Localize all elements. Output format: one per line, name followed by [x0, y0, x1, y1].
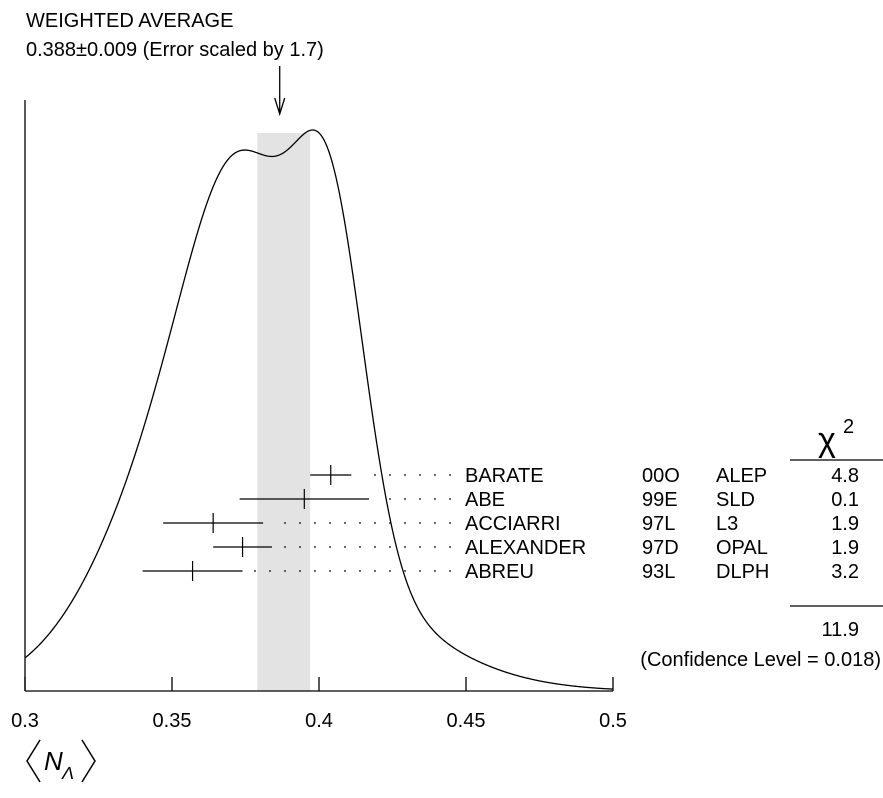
- x-tick-label: 0.4: [305, 710, 333, 732]
- leader-dot: [299, 570, 301, 572]
- leader-dot: [449, 546, 451, 548]
- leader-dot: [314, 546, 316, 548]
- x-axis-label-subscript: Λ: [61, 763, 74, 783]
- measurement-experiment: OPAL: [716, 537, 768, 559]
- measurement-chi2: 4.8: [831, 465, 859, 487]
- measurement-chi2: 0.1: [831, 489, 859, 511]
- leader-dot: [389, 498, 391, 500]
- x-axis-label-right-bracket: [81, 739, 96, 783]
- leader-dot: [449, 498, 451, 500]
- leader-dot: [329, 546, 331, 548]
- x-tick-label: 0.35: [153, 710, 192, 732]
- leader-dot: [329, 570, 331, 572]
- measurement-experiment: SLD: [716, 489, 755, 511]
- measurement-year: 93L: [642, 561, 675, 583]
- leader-dot: [254, 570, 256, 572]
- ideogram-curve: [24, 129, 614, 690]
- leader-dot: [314, 522, 316, 524]
- chi2-total: 11.9: [822, 619, 859, 641]
- leader-dot: [359, 570, 361, 572]
- x-axis-label: N Λ: [26, 739, 96, 783]
- chart-title: WEIGHTED AVERAGE: [26, 10, 233, 32]
- measurement-chi2: 3.2: [831, 561, 859, 583]
- leader-dot: [344, 546, 346, 548]
- x-tick-label: 0.3: [11, 710, 39, 732]
- arrow-head: [274, 97, 286, 117]
- measurement-chi2: 1.9: [831, 513, 859, 535]
- x-tick-label: 0.5: [599, 710, 627, 732]
- measurement-experiment: DLPH: [716, 561, 769, 583]
- leader-dot: [389, 522, 391, 524]
- chi2-exponent: 2: [843, 416, 854, 438]
- leader-dot: [329, 522, 331, 524]
- measurement-chi2: 1.9: [831, 537, 859, 559]
- weighted-average-band-rect: [257, 133, 311, 691]
- leader-dot: [434, 498, 436, 500]
- leader-dot: [434, 522, 436, 524]
- leader-dot: [404, 498, 406, 500]
- leader-dot: [449, 522, 451, 524]
- leader-dot: [434, 474, 436, 476]
- chi2-symbol: χ: [818, 421, 836, 459]
- measurement-rows: BARATE 00O ALEP 4.8 ABE 99E SLD 0.1 ACCIARRI 97L L…: [142, 465, 859, 583]
- weighted-average-band: [257, 133, 311, 691]
- measurement-author: ABREU: [465, 561, 534, 583]
- leader-dot: [359, 522, 361, 524]
- leader-dot: [434, 546, 436, 548]
- leader-dot: [419, 546, 421, 548]
- leader-dot: [344, 522, 346, 524]
- measurement-year: 97D: [642, 537, 679, 559]
- leader-dot: [374, 474, 376, 476]
- measurement-year: 99E: [642, 489, 678, 511]
- measurement-year: 97L: [642, 513, 675, 535]
- x-axis-ticks: 0.3 0.35 0.4 0.45 0.5: [11, 677, 627, 732]
- leader-dot: [314, 570, 316, 572]
- ideogram-curve-path: [24, 129, 614, 690]
- confidence-level: (Confidence Level = 0.018): [640, 649, 881, 671]
- leader-dot: [374, 570, 376, 572]
- leader-dot: [389, 546, 391, 548]
- leader-dot: [359, 546, 361, 548]
- leader-dot: [434, 570, 436, 572]
- x-axis-label-main: N: [44, 746, 63, 776]
- x-axis-label-left-bracket: [26, 739, 41, 783]
- leader-dot: [419, 474, 421, 476]
- measurement-author: ABE: [465, 489, 505, 511]
- leader-dot: [404, 546, 406, 548]
- weighted-average-arrow: [274, 66, 286, 117]
- leader-dot: [344, 570, 346, 572]
- leader-dot: [284, 546, 286, 548]
- measurement-author: ALEXANDER: [465, 537, 586, 559]
- leader-dot: [284, 570, 286, 572]
- leader-dot: [374, 522, 376, 524]
- leader-dot: [284, 522, 286, 524]
- measurement-experiment: L3: [716, 513, 738, 535]
- measurement-author: ACCIARRI: [465, 513, 561, 535]
- x-tick-label: 0.45: [447, 710, 486, 732]
- leader-dot: [269, 570, 271, 572]
- leader-dot: [374, 546, 376, 548]
- leader-dot: [389, 474, 391, 476]
- leader-dot: [404, 570, 406, 572]
- leader-dot: [389, 570, 391, 572]
- axes: [24, 100, 613, 692]
- measurement-author: BARATE: [465, 465, 544, 487]
- leader-dot: [404, 522, 406, 524]
- measurement-year: 00O: [642, 465, 680, 487]
- leader-dot: [449, 474, 451, 476]
- leader-dot: [449, 570, 451, 572]
- leader-dot: [419, 522, 421, 524]
- leader-dot: [299, 522, 301, 524]
- leader-dot: [299, 546, 301, 548]
- chart-subtitle: 0.388±0.009 (Error scaled by 1.7): [26, 39, 324, 61]
- measurement-experiment: ALEP: [716, 465, 767, 487]
- leader-dot: [419, 498, 421, 500]
- leader-dot: [419, 570, 421, 572]
- leader-dot: [404, 474, 406, 476]
